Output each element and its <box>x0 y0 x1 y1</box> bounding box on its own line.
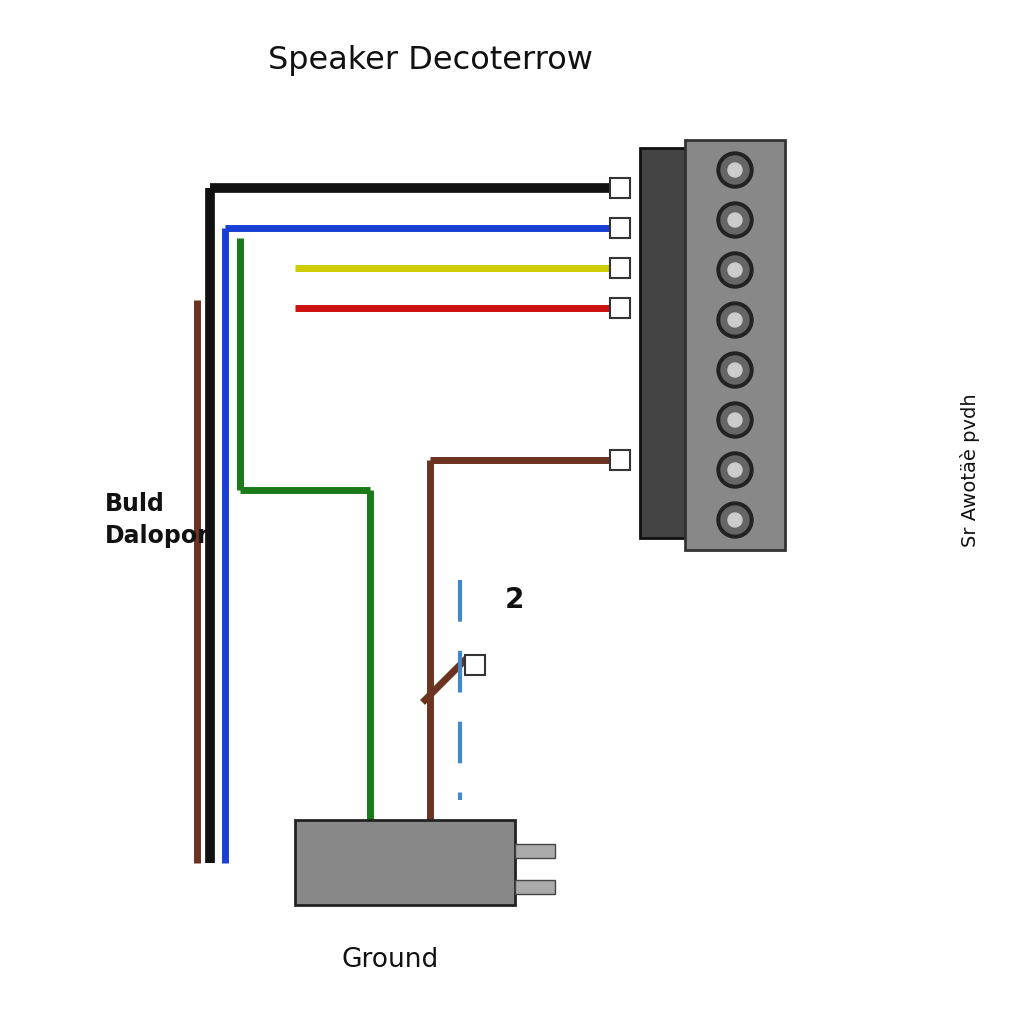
Circle shape <box>728 463 742 477</box>
Circle shape <box>721 356 749 384</box>
Circle shape <box>728 263 742 278</box>
Text: Buld
Dalopor: Buld Dalopor <box>105 493 210 548</box>
Circle shape <box>717 252 753 288</box>
Circle shape <box>717 302 753 338</box>
Text: Speaker Decoterrow: Speaker Decoterrow <box>267 44 593 76</box>
Circle shape <box>728 413 742 427</box>
Circle shape <box>721 206 749 234</box>
Bar <box>515 844 555 858</box>
Circle shape <box>717 352 753 388</box>
Circle shape <box>717 402 753 438</box>
Bar <box>685 140 785 550</box>
Text: 2: 2 <box>505 586 524 614</box>
Circle shape <box>728 513 742 527</box>
Circle shape <box>721 406 749 434</box>
Circle shape <box>728 213 742 227</box>
Circle shape <box>721 506 749 534</box>
Circle shape <box>728 313 742 327</box>
Text: Sr Awotäè pvdh: Sr Awotäè pvdh <box>961 393 980 547</box>
Bar <box>640 148 685 538</box>
Circle shape <box>728 362 742 377</box>
Circle shape <box>717 202 753 238</box>
Bar <box>295 820 515 905</box>
Circle shape <box>717 502 753 538</box>
Text: Ground: Ground <box>341 947 438 973</box>
Bar <box>465 655 485 675</box>
Circle shape <box>717 452 753 488</box>
Circle shape <box>721 306 749 334</box>
Bar <box>610 450 630 470</box>
Bar <box>610 218 630 238</box>
Bar <box>610 298 630 318</box>
Circle shape <box>721 156 749 184</box>
Circle shape <box>728 163 742 177</box>
Bar <box>610 258 630 278</box>
Bar <box>515 880 555 894</box>
Circle shape <box>721 256 749 284</box>
Circle shape <box>721 456 749 484</box>
Circle shape <box>717 152 753 188</box>
Bar <box>610 178 630 198</box>
